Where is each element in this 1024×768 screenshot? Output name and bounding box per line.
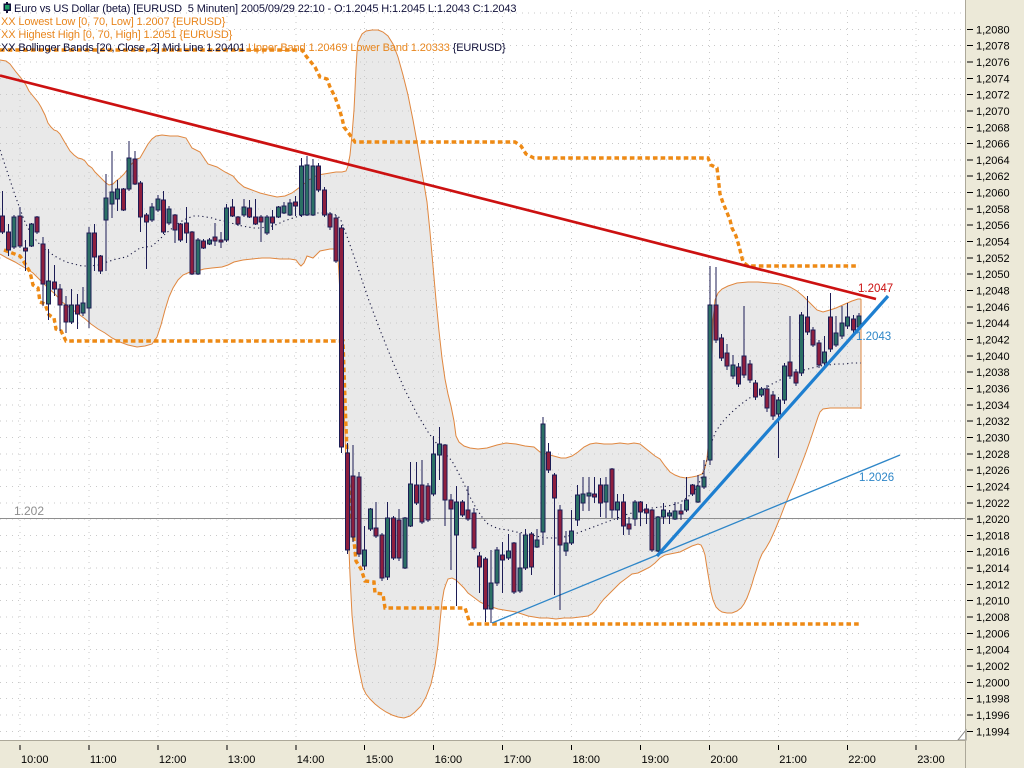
- svg-text:10:00: 10:00: [21, 754, 49, 766]
- svg-text:1,2050: 1,2050: [976, 269, 1010, 281]
- svg-text:13:00: 13:00: [228, 754, 256, 766]
- svg-text:1,2044: 1,2044: [976, 318, 1010, 330]
- svg-text:21:00: 21:00: [779, 754, 807, 766]
- svg-text:1,2076: 1,2076: [976, 57, 1010, 69]
- svg-text:12:00: 12:00: [159, 754, 187, 766]
- svg-text:15:00: 15:00: [366, 754, 394, 766]
- svg-text:1,2062: 1,2062: [976, 171, 1010, 183]
- svg-text:1.202: 1.202: [14, 504, 44, 518]
- svg-text:1,2074: 1,2074: [976, 73, 1010, 85]
- svg-text:1,2008: 1,2008: [976, 612, 1010, 624]
- svg-text:1,2054: 1,2054: [976, 237, 1010, 249]
- svg-text:XX Bollinger Bands [20, Close,: XX Bollinger Bands [20, Close, 2] Mid Li…: [1, 42, 506, 54]
- svg-text:1,2064: 1,2064: [976, 155, 1010, 167]
- svg-text:14:00: 14:00: [297, 754, 325, 766]
- svg-text:XX Lowest Low [0, 70, Low] 1.2: XX Lowest Low [0, 70, Low] 1.2007 {EURUS…: [1, 16, 226, 28]
- svg-text:1,2042: 1,2042: [976, 335, 1010, 347]
- svg-text:1,2014: 1,2014: [976, 563, 1010, 575]
- svg-text:1,2066: 1,2066: [976, 139, 1010, 151]
- svg-text:1,2010: 1,2010: [976, 596, 1010, 608]
- svg-text:1,2078: 1,2078: [976, 41, 1010, 53]
- svg-text:1,2022: 1,2022: [976, 498, 1010, 510]
- svg-text:23:00: 23:00: [917, 754, 945, 766]
- svg-text:1,2016: 1,2016: [976, 547, 1010, 559]
- svg-text:1,2004: 1,2004: [976, 645, 1010, 657]
- svg-text:1,2052: 1,2052: [976, 253, 1010, 265]
- svg-text:1.2047: 1.2047: [858, 283, 893, 295]
- svg-text:1,2056: 1,2056: [976, 220, 1010, 232]
- svg-text:1,1996: 1,1996: [976, 710, 1010, 722]
- svg-text:1,2080: 1,2080: [976, 24, 1010, 36]
- svg-text:20:00: 20:00: [710, 754, 738, 766]
- svg-text:1,2032: 1,2032: [976, 416, 1010, 428]
- svg-text:1,2026: 1,2026: [976, 465, 1010, 477]
- svg-text:1,2024: 1,2024: [976, 481, 1010, 493]
- svg-text:16:00: 16:00: [435, 754, 463, 766]
- svg-text:11:00: 11:00: [90, 754, 117, 766]
- svg-text:1,2038: 1,2038: [976, 367, 1010, 379]
- svg-text:1,2070: 1,2070: [976, 106, 1010, 118]
- svg-text:1,2028: 1,2028: [976, 449, 1010, 461]
- svg-text:1,2012: 1,2012: [976, 579, 1010, 591]
- svg-text:1,1994: 1,1994: [976, 726, 1010, 738]
- svg-text:1.2026: 1.2026: [859, 472, 894, 484]
- svg-text:17:00: 17:00: [504, 754, 532, 766]
- svg-text:1,2046: 1,2046: [976, 302, 1010, 314]
- svg-text:XX Highest High [0, 70, High]: XX Highest High [0, 70, High] 1.2051 {EU…: [1, 29, 233, 41]
- svg-text:1,2060: 1,2060: [976, 188, 1010, 200]
- svg-text:18:00: 18:00: [573, 754, 601, 766]
- svg-text:1.2043: 1.2043: [856, 331, 891, 343]
- svg-text:1,2034: 1,2034: [976, 400, 1010, 412]
- svg-text:1,2048: 1,2048: [976, 286, 1010, 298]
- svg-text:Euro vs US Dollar (beta) [EURU: Euro vs US Dollar (beta) [EURUSD 5 Minut…: [14, 3, 516, 15]
- svg-text:1,1998: 1,1998: [976, 694, 1010, 706]
- svg-text:1,2006: 1,2006: [976, 628, 1010, 640]
- svg-text:1,2018: 1,2018: [976, 530, 1010, 542]
- svg-text:1,2058: 1,2058: [976, 204, 1010, 216]
- svg-text:1,2002: 1,2002: [976, 661, 1010, 673]
- svg-text:1,2068: 1,2068: [976, 122, 1010, 134]
- svg-text:1,2000: 1,2000: [976, 677, 1010, 689]
- svg-text:19:00: 19:00: [642, 754, 670, 766]
- svg-text:22:00: 22:00: [848, 754, 876, 766]
- svg-text:1,2036: 1,2036: [976, 384, 1010, 396]
- svg-text:1,2072: 1,2072: [976, 90, 1010, 102]
- svg-text:1,2040: 1,2040: [976, 351, 1010, 363]
- svg-text:1,2020: 1,2020: [976, 514, 1010, 526]
- svg-text:1,2030: 1,2030: [976, 433, 1010, 445]
